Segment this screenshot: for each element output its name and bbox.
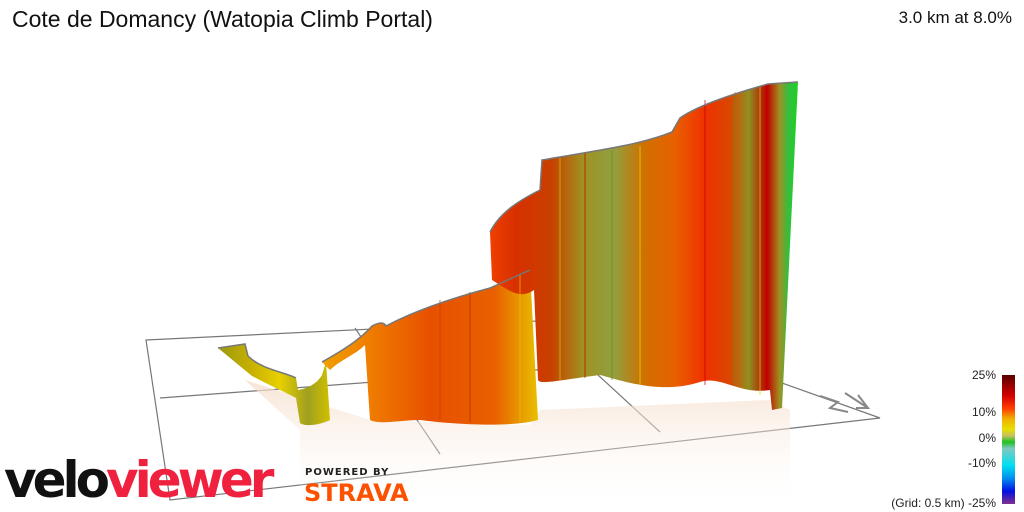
legend-label-0: 0% xyxy=(978,431,996,445)
veloviewer-logo: veloviewer xyxy=(4,451,274,509)
ground-reflection xyxy=(245,380,790,512)
grid-scale-note: (Grid: 0.5 km) -25% xyxy=(891,496,996,510)
legend-label-minus10: -10% xyxy=(967,456,996,470)
climb-summary: 3.0 km at 8.0% xyxy=(898,8,1012,27)
profile-wall-upper xyxy=(490,82,798,410)
legend-label-10: 10% xyxy=(971,405,996,419)
profile-wall-mid xyxy=(322,270,538,425)
page-title: Cote de Domancy (Watopia Climb Portal) xyxy=(12,6,433,32)
profile-top-edge xyxy=(217,81,799,379)
powered-by-label: POWERED BY xyxy=(305,467,390,478)
gradient-color-scale xyxy=(1002,375,1015,504)
gradient-streaks xyxy=(439,86,761,422)
legend-label-25: 25% xyxy=(971,368,996,382)
north-arrow-icon xyxy=(819,392,871,413)
strava-logo: STRAVA xyxy=(304,479,409,507)
profile-wall-start xyxy=(218,344,330,426)
